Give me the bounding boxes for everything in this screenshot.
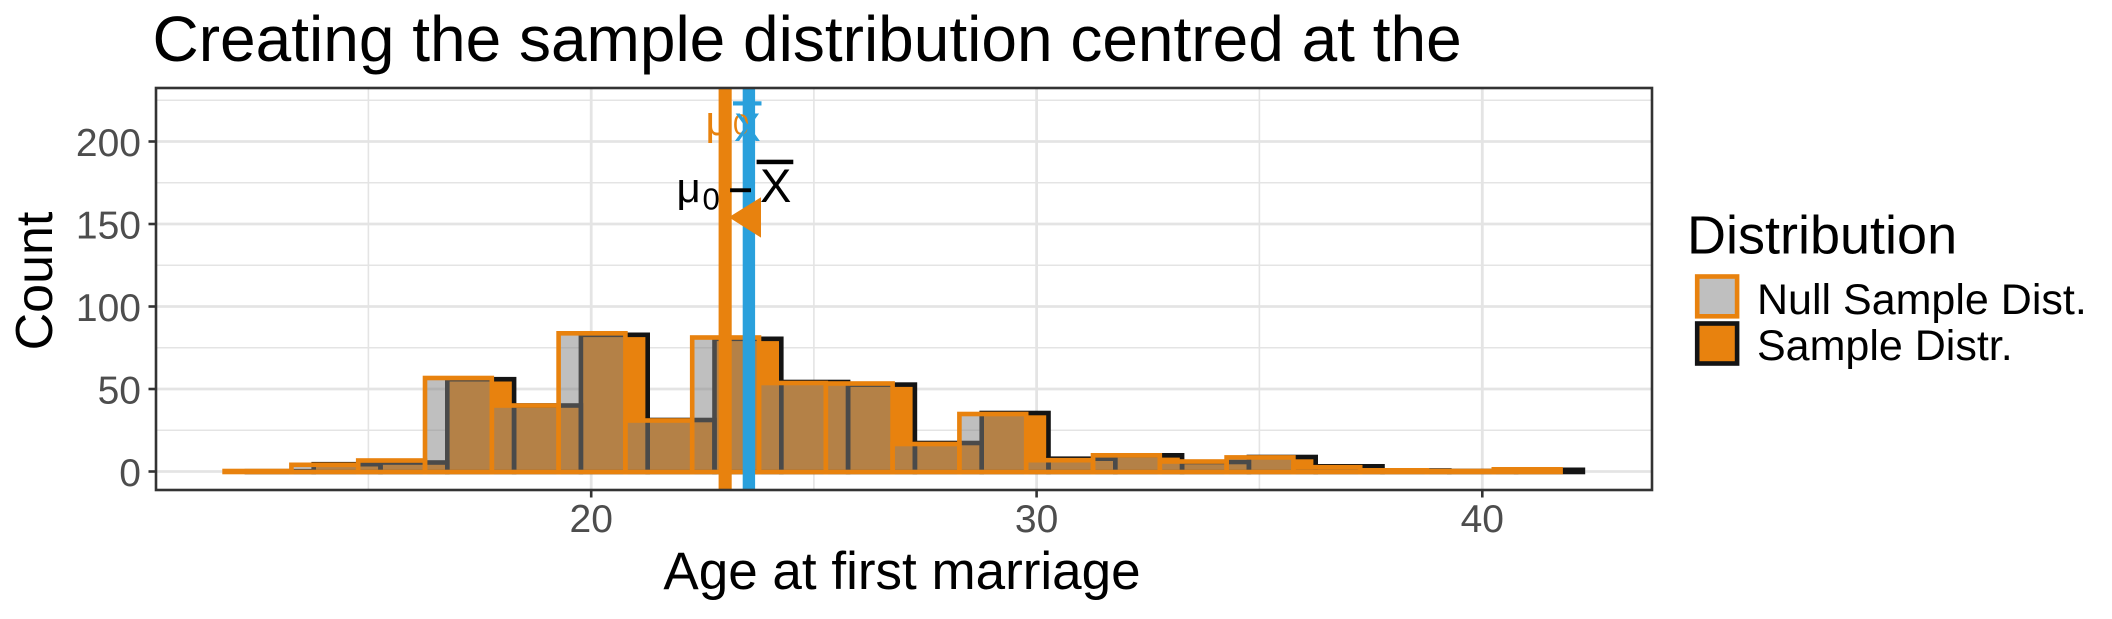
svg-text:0: 0	[119, 452, 141, 495]
svg-text:40: 40	[1461, 498, 1504, 541]
svg-text:μ: μ	[677, 164, 701, 211]
svg-text:100: 100	[76, 287, 141, 330]
svg-text:Count: Count	[6, 211, 64, 350]
svg-text:150: 150	[76, 205, 141, 248]
svg-text:50: 50	[98, 370, 141, 413]
svg-text:0: 0	[733, 110, 749, 142]
svg-text:Sample Distr.: Sample Distr.	[1757, 322, 2013, 370]
svg-text:Creating the sample distributi: Creating the sample distribution centred…	[153, 3, 1462, 75]
svg-text:X: X	[760, 159, 791, 212]
svg-text:Null Sample Dist.: Null Sample Dist.	[1757, 276, 2087, 324]
svg-text:X: X	[734, 106, 761, 150]
svg-text:0: 0	[703, 181, 720, 216]
svg-text:30: 30	[1015, 498, 1058, 541]
svg-text:Age at first marriage: Age at first marriage	[663, 542, 1140, 601]
svg-text:200: 200	[76, 122, 141, 165]
svg-text:20: 20	[570, 498, 613, 541]
svg-text:Distribution: Distribution	[1687, 205, 1957, 265]
svg-text:μ: μ	[706, 97, 730, 144]
